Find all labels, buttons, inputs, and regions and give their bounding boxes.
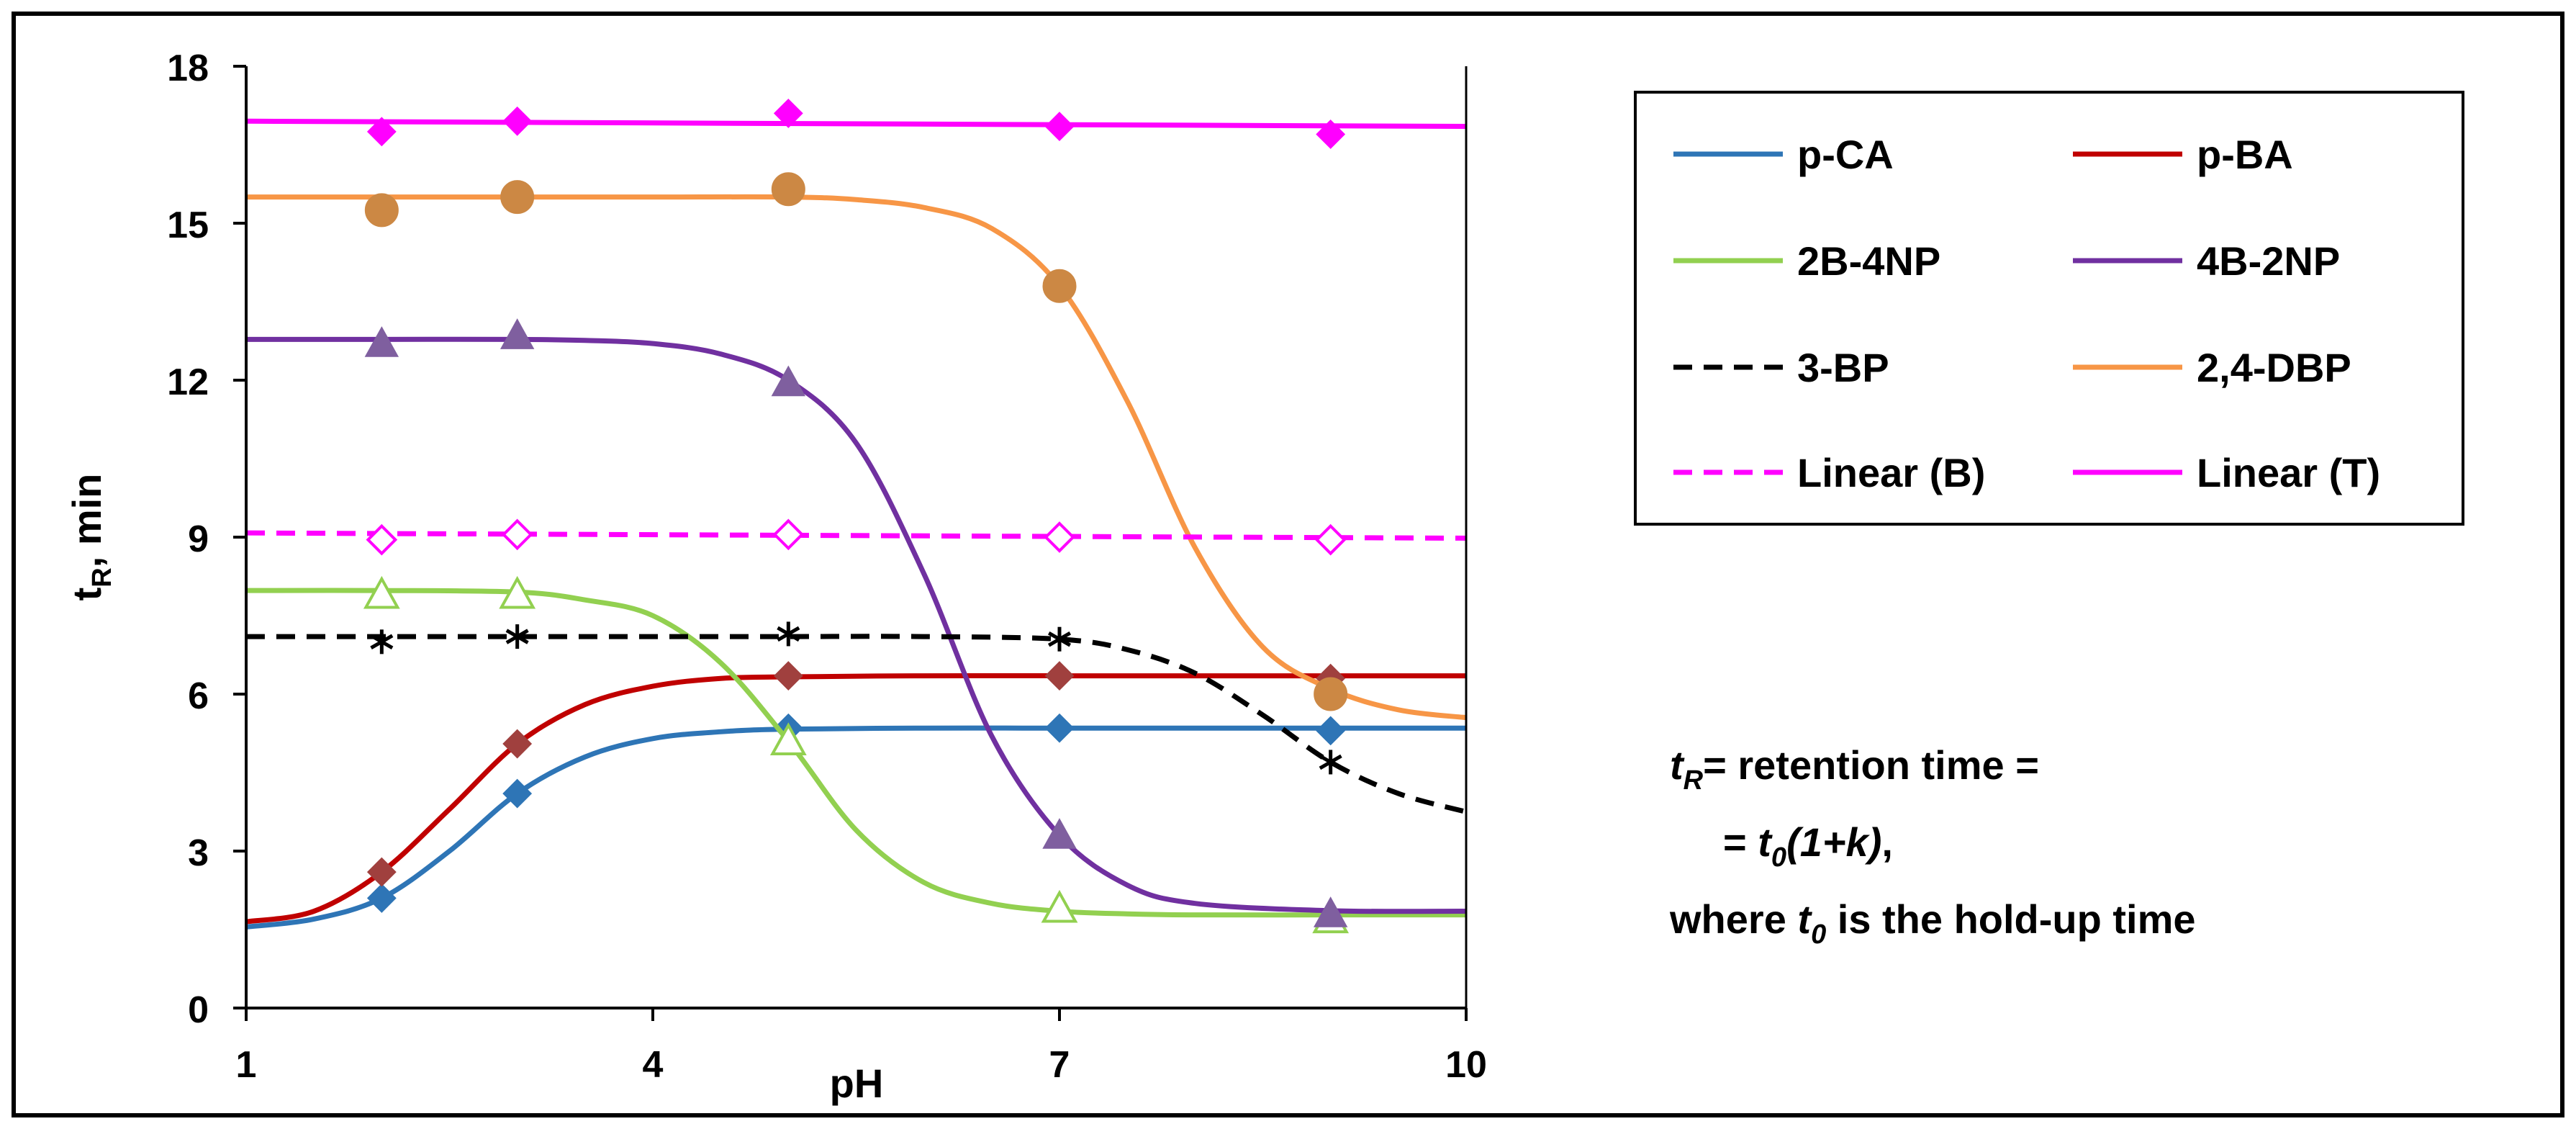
data-point-p-ca xyxy=(1316,716,1346,746)
data-point-2b-4np xyxy=(769,722,807,755)
series-line-p-ba xyxy=(245,673,1466,925)
data-point-3-bp xyxy=(777,621,800,647)
legend-item-p-ca: p-CA xyxy=(1673,132,1894,177)
series-2-4-dbp xyxy=(246,172,1467,721)
y-tick-label: 6 xyxy=(188,675,209,717)
y-axis-title-sub: R xyxy=(87,567,117,587)
note-line-3: where t0 is the hold-up time xyxy=(1670,896,2196,950)
y-axis-title-suffix: , min xyxy=(64,474,109,568)
star-stroke xyxy=(505,629,529,644)
note-line-2: = t0(1+k), xyxy=(1723,819,1893,873)
series-linear-t xyxy=(245,98,1467,149)
x-tick-label: 10 xyxy=(1445,1044,1487,1086)
data-point-linear-b xyxy=(1314,523,1347,556)
series-p-ca xyxy=(245,713,1466,930)
y-tick-label: 0 xyxy=(188,989,209,1031)
legend-item-2-4-dbp: 2,4-DBP xyxy=(2073,345,2351,390)
y-tick-label: 9 xyxy=(188,518,209,560)
legend-box xyxy=(1634,91,2464,526)
y-axis-title-main: t xyxy=(64,588,109,601)
data-point-linear-t xyxy=(1316,120,1346,149)
star-stroke xyxy=(1319,754,1342,770)
data-point-4b-2np xyxy=(500,318,535,349)
series-layer xyxy=(245,98,1467,934)
data-point-p-ca xyxy=(366,883,397,913)
x-axis-title: pH xyxy=(830,1061,884,1106)
data-point-linear-b xyxy=(501,518,533,551)
y-tick-label: 15 xyxy=(167,204,209,246)
series-2b-4np xyxy=(245,575,1466,934)
data-point-linear-b xyxy=(366,523,398,556)
retention-time-note: tR= retention time = = t0(1+k), where t0… xyxy=(1670,734,2196,966)
legend: p-CA p-BA 2B-4NP 4B-2NP 3-BP 2,4-DBP Linear (B… xyxy=(1634,91,2464,526)
legend-label: 2,4-DBP xyxy=(2197,345,2351,390)
data-point-linear-t xyxy=(1044,112,1075,141)
data-point-2b-4np xyxy=(363,575,400,609)
data-point-p-ca xyxy=(1044,713,1075,743)
data-point-2-4-dbp xyxy=(500,180,535,215)
data-point-3-bp xyxy=(505,624,529,649)
legend-label: 3-BP xyxy=(1797,345,1889,390)
data-point-2-4-dbp xyxy=(364,193,399,228)
x-tick-label: 1 xyxy=(236,1044,257,1086)
data-point-4b-2np xyxy=(1042,818,1077,849)
series-line-2-4-dbp xyxy=(246,194,1467,721)
data-point-p-ba xyxy=(773,661,803,691)
legend-label: Linear (T) xyxy=(2197,450,2380,495)
legend-item-4b-2np: 4B-2NP xyxy=(2073,238,2340,284)
data-point-2-4-dbp xyxy=(1042,269,1077,303)
legend-label: p-BA xyxy=(2197,132,2293,177)
series-line-linear-b xyxy=(245,530,1467,541)
legend-label: p-CA xyxy=(1797,132,1894,177)
data-point-2-4-dbp xyxy=(1314,677,1348,711)
series-3-bp xyxy=(245,621,1467,814)
legend-item-3-bp: 3-BP xyxy=(1673,345,1889,390)
data-point-linear-t xyxy=(773,98,803,128)
tick-layer: 0 3 6 9 12 15 18 1 4 7 10 xyxy=(167,48,1487,1086)
legend-label: 2B-4NP xyxy=(1797,238,1940,284)
series-line-3-bp xyxy=(245,634,1467,814)
series-line-p-ca xyxy=(245,725,1466,930)
data-point-3-bp xyxy=(370,629,394,655)
note-line-1: tR= retention time = xyxy=(1670,742,2039,796)
series-linear-b xyxy=(245,518,1467,556)
data-point-4b-2np xyxy=(1313,896,1348,927)
data-point-3-bp xyxy=(1047,626,1072,652)
legend-item-p-ba: p-BA xyxy=(2073,132,2293,177)
data-point-p-ca xyxy=(502,778,533,809)
data-point-linear-b xyxy=(772,518,805,551)
x-tick-label: 4 xyxy=(643,1044,664,1086)
data-point-2-4-dbp xyxy=(771,172,805,207)
star-stroke xyxy=(370,634,394,650)
data-point-p-ba xyxy=(366,857,397,887)
x-tick-label: 7 xyxy=(1049,1044,1070,1086)
y-tick-label: 18 xyxy=(167,48,209,89)
legend-label: 4B-2NP xyxy=(2197,238,2340,284)
data-point-p-ba xyxy=(1044,661,1075,691)
y-tick-label: 3 xyxy=(188,832,209,874)
star-stroke xyxy=(777,626,800,642)
legend-item-2b-4np: 2B-4NP xyxy=(1673,238,1940,284)
data-point-linear-t xyxy=(502,106,533,136)
star-stroke xyxy=(1047,631,1072,647)
data-point-linear-b xyxy=(1044,521,1075,553)
legend-item-linear-t: Linear (T) xyxy=(2073,450,2380,495)
data-point-4b-2np xyxy=(771,365,806,397)
series-p-ba xyxy=(245,661,1466,925)
data-point-linear-t xyxy=(366,117,397,147)
data-point-2b-4np xyxy=(499,575,536,609)
y-tick-label: 12 xyxy=(167,361,209,403)
series-4b-2np xyxy=(246,318,1467,927)
data-point-p-ba xyxy=(502,729,533,759)
series-line-linear-t xyxy=(245,118,1467,130)
data-point-3-bp xyxy=(1319,750,1342,775)
legend-item-linear-b: Linear (B) xyxy=(1673,450,1985,495)
y-axis-title: tR, min xyxy=(64,474,117,601)
data-point-2b-4np xyxy=(1041,889,1078,923)
legend-label: Linear (B) xyxy=(1797,450,1985,495)
data-point-4b-2np xyxy=(364,326,399,357)
